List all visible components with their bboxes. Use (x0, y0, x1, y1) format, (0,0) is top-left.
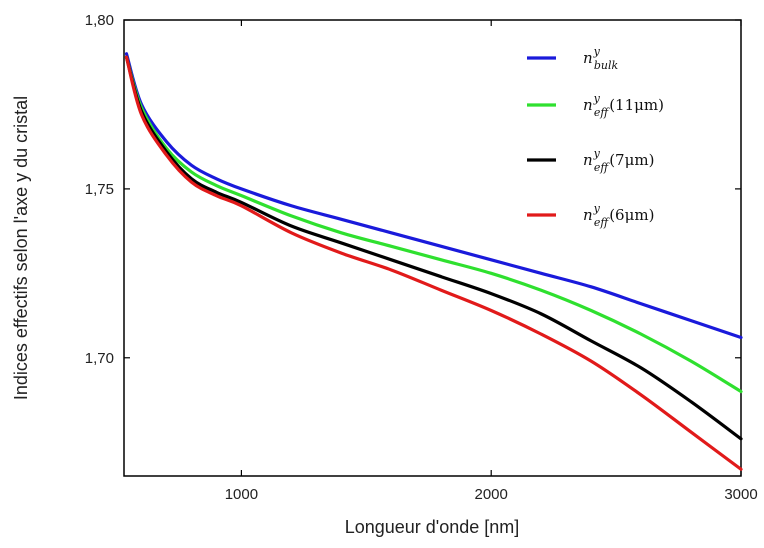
series-line-3 (124, 55, 743, 471)
y-tick-label: 1,75 (85, 181, 114, 198)
y-axis-label: Indices effectifs selon l'axe y du crist… (11, 96, 31, 400)
series-line-1 (124, 55, 743, 394)
legend-label-2: ny eff(7μm) (583, 147, 654, 174)
x-axis-label: Longueur d'onde [nm] (345, 517, 520, 537)
legend-label-0: ny bulk (583, 45, 619, 72)
legend-label-3: ny eff(6μm) (583, 202, 654, 229)
plot-frame (123, 19, 742, 477)
series-line-2 (124, 55, 743, 441)
legend: ny bulk ny eff(11μm) ny eff(7μm) ny eff(6μm) (527, 45, 664, 229)
x-tick-label: 2000 (475, 486, 508, 503)
axis-ticks: 1000 2000 3000 1,70 1,75 1,80 (85, 12, 758, 503)
y-tick-label: 1,70 (85, 350, 114, 367)
x-tick-label: 1000 (225, 486, 258, 503)
series-line-0 (124, 52, 743, 340)
x-tick-label: 3000 (724, 486, 757, 503)
y-tick-label: 1,80 (85, 12, 114, 29)
legend-label-1: ny eff(11μm) (583, 92, 664, 119)
series-layer (124, 52, 743, 471)
